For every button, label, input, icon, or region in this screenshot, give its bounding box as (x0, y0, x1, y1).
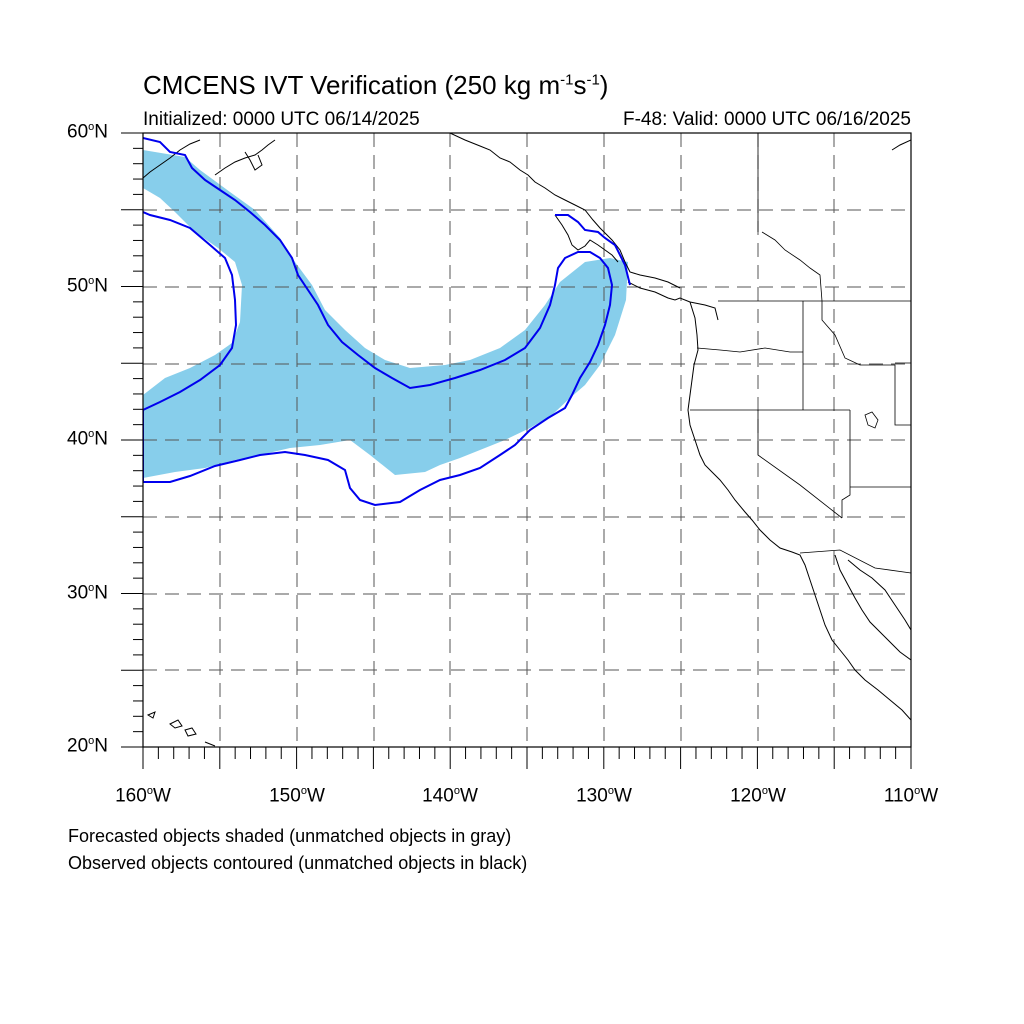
longitude-label: 120oW (730, 785, 786, 807)
observed-ivt-contour (555, 214, 631, 286)
longitude-label: 130oW (576, 785, 632, 807)
latitude-label: 40oN (67, 428, 108, 450)
hawaii-islands (146, 711, 216, 747)
us-west-coast (687, 301, 911, 721)
observed-objects (143, 137, 631, 507)
latitude-label: 30oN (67, 582, 108, 604)
longitude-label: 110oW (883, 785, 939, 807)
map-title: CMCENS IVT Verification (250 kg m-1s-1) (143, 70, 609, 100)
grid-lines (143, 133, 911, 747)
us-mexico-border (799, 549, 911, 574)
longitude-label: 150oW (269, 785, 325, 807)
ca-nv-border (757, 410, 843, 519)
mexico-mainland-coast (847, 559, 911, 631)
vancouver-island (627, 281, 719, 321)
initialized-label: Initialized: 0000 UTC 06/14/2025 (143, 109, 420, 130)
longitude-label: 140oW (422, 785, 478, 807)
axis-ticks (121, 132, 912, 769)
valid-time-label: F-48: Valid: 0000 UTC 06/16/2025 (623, 109, 911, 130)
coastlines (143, 133, 911, 747)
wa-or-border (696, 347, 803, 353)
baja-gulf-coast (834, 554, 911, 661)
nw-territory-coast (891, 139, 911, 151)
observed-note: Observed objects contoured (unmatched ob… (68, 853, 528, 873)
bc-coast (554, 214, 619, 263)
political-boundaries (690, 133, 911, 574)
nv-az-border (841, 410, 851, 518)
forecast-ivt-object (143, 150, 628, 478)
latitude-label: 50oN (67, 275, 108, 297)
gulf-of-alaska-inlet (244, 151, 263, 171)
latitude-label: 20oN (67, 735, 108, 757)
observed-ivt-contour (143, 137, 614, 507)
mt-wy-border (821, 301, 911, 426)
great-salt-lake (864, 411, 879, 429)
alaska-coastline (143, 133, 681, 289)
forecast-objects (143, 150, 628, 478)
canada-interior-boundary (757, 133, 823, 302)
longitude-label: 160oW (115, 785, 171, 807)
forecast-note: Forecasted objects shaded (unmatched obj… (68, 826, 512, 846)
latitude-label: 60oN (67, 121, 108, 143)
